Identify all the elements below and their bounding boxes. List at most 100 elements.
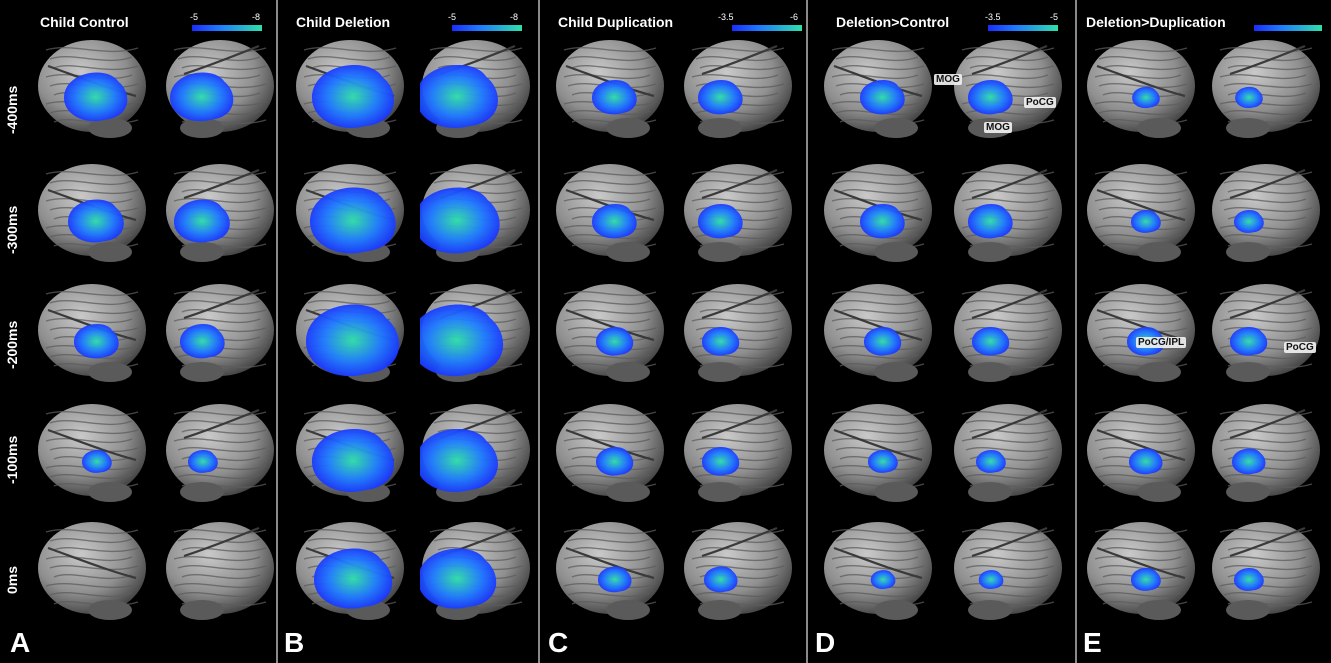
brain-render-p2-r4-left	[556, 522, 664, 620]
activation-blob	[1132, 86, 1160, 109]
brain-render-p0-r2-left	[38, 284, 146, 382]
activation-blob	[860, 204, 905, 239]
activation-blob	[592, 204, 637, 239]
cerebellum	[698, 600, 742, 620]
activation-blob	[1129, 448, 1163, 475]
activation-blob	[306, 304, 400, 377]
scale-max-a: -8	[252, 12, 261, 22]
scale-min-d: -3.5	[985, 12, 1001, 22]
row-label-0: -400ms	[4, 85, 20, 135]
activation-blob	[420, 548, 497, 609]
cerebellum	[606, 362, 650, 382]
activation-blob	[702, 447, 740, 476]
brain-render-p1-r1-left	[296, 164, 404, 262]
row-label-3: -100ms	[4, 435, 20, 485]
annotation-pocg-ipl: PoCG/IPL	[1136, 337, 1187, 348]
activation-blob	[180, 324, 225, 359]
colorbar-a	[192, 25, 262, 31]
cerebellum	[874, 118, 918, 138]
brain-render-p4-r2-right	[1212, 284, 1320, 382]
cerebellum	[968, 482, 1012, 502]
cerebellum	[968, 242, 1012, 262]
brain-render-p0-r0-left	[38, 40, 146, 138]
activation-blob	[312, 65, 394, 128]
brain-render-p4-r0-left	[1087, 40, 1195, 138]
brain-render-p2-r2-right	[684, 284, 792, 382]
activation-blob	[82, 450, 112, 473]
activation-blob	[64, 72, 128, 122]
panel-letter-d: D	[815, 627, 836, 658]
brain-render-p0-r1-right	[166, 164, 274, 262]
scale-min-b: -5	[448, 12, 457, 22]
activation-blob	[310, 187, 396, 254]
brain-render-p4-r0-right	[1212, 40, 1320, 138]
activation-blob	[702, 327, 740, 356]
brain-render-p3-r3-right	[954, 404, 1062, 502]
scale-max-c: -6	[790, 12, 799, 22]
cerebellum	[968, 362, 1012, 382]
cerebellum	[698, 242, 742, 262]
brain-render-p3-r1-left	[824, 164, 932, 262]
cerebellum	[88, 362, 132, 382]
scale-min-c: -3.5	[718, 12, 734, 22]
scale-max-d: -5	[1050, 12, 1059, 22]
activation-blob	[1230, 327, 1268, 356]
cerebellum	[968, 600, 1012, 620]
scale-min-a: -5	[190, 12, 199, 22]
activation-blob	[972, 327, 1010, 356]
brain-render-p0-r3-left	[38, 404, 146, 502]
cerebellum	[1226, 242, 1270, 262]
activation-blob	[170, 72, 234, 122]
panel-title-b: Child Deletion	[296, 14, 391, 30]
activation-blob	[1232, 448, 1266, 475]
activation-blob	[592, 80, 637, 115]
cerebellum	[874, 482, 918, 502]
annotation-pocg-d: PoCG	[1024, 97, 1056, 108]
scale-max-b: -8	[510, 12, 519, 22]
cerebellum	[88, 482, 132, 502]
panel-title-a: Child Control	[40, 14, 129, 30]
cerebellum	[1137, 482, 1181, 502]
divider-4	[1075, 0, 1077, 663]
colorbar-d	[988, 25, 1058, 31]
activation-blob	[860, 80, 905, 115]
brain-render-p0-r2-right	[166, 284, 274, 382]
brain-render-p0-r1-left	[38, 164, 146, 262]
cerebellum	[1226, 600, 1270, 620]
brain-render-p4-r1-left	[1087, 164, 1195, 262]
activation-blob	[698, 204, 743, 239]
activation-blob	[864, 327, 902, 356]
brain-render-p4-r1-right	[1212, 164, 1320, 262]
cerebellum	[698, 362, 742, 382]
activation-blob	[968, 204, 1013, 239]
activation-blob	[420, 304, 503, 377]
activation-blob	[1234, 568, 1264, 591]
cerebellum	[1137, 118, 1181, 138]
brain-render-p2-r3-right	[684, 404, 792, 502]
brain-render-p3-r4-left	[824, 522, 932, 620]
panel-letter-c: C	[548, 627, 569, 658]
brain-render-p0-r4-left	[38, 522, 146, 620]
cerebellum	[606, 118, 650, 138]
divider-2	[538, 0, 540, 663]
brain-render-p1-r0-left	[296, 40, 404, 138]
cerebellum	[1137, 600, 1181, 620]
cerebellum	[1137, 242, 1181, 262]
activation-blob	[1234, 210, 1264, 233]
cerebellum	[874, 600, 918, 620]
panel-letter-e: E	[1083, 627, 1102, 658]
cerebellum	[180, 362, 224, 382]
annotation-pocg-e: PoCG	[1284, 342, 1316, 353]
cerebellum	[1226, 362, 1270, 382]
brain-render-p1-r2-left	[296, 284, 404, 382]
activation-blob	[312, 429, 394, 492]
brain-render-p2-r2-left	[556, 284, 664, 382]
brain-render-p1-r3-left	[296, 404, 404, 502]
panel-letter-a: A	[10, 627, 31, 658]
activation-blob	[870, 570, 896, 589]
cerebellum	[1137, 362, 1181, 382]
brain-render-p1-r3-right	[420, 404, 530, 502]
brain-render-p3-r2-right	[954, 284, 1062, 382]
brain-render-p4-r2-left	[1087, 284, 1195, 382]
brain-render-p2-r4-right	[684, 522, 792, 620]
